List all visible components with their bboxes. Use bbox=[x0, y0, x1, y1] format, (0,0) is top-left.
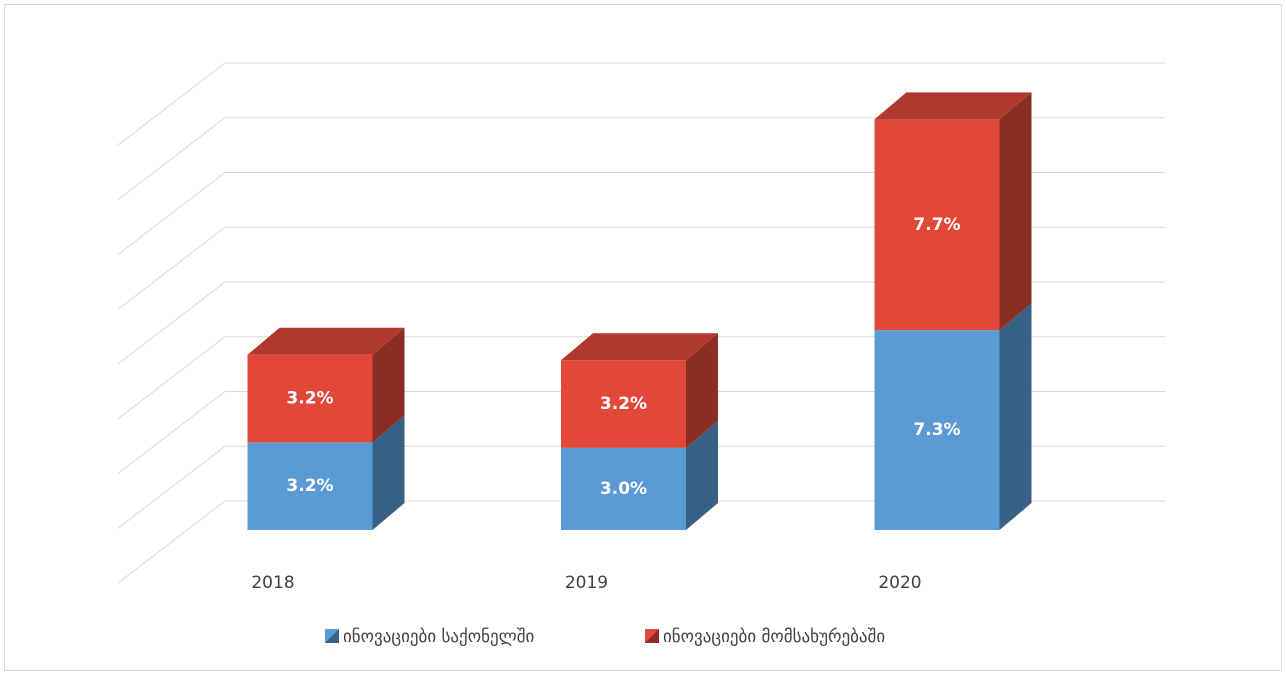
grid-line bbox=[117, 62, 1165, 146]
data-label: 3.2% bbox=[286, 476, 333, 496]
x-tick-label: 2019 bbox=[565, 573, 608, 593]
bar-face bbox=[999, 303, 1032, 530]
bar-face bbox=[874, 92, 1032, 120]
bar-face bbox=[561, 360, 686, 448]
bar-segment bbox=[874, 92, 1032, 331]
grid-line bbox=[117, 445, 1165, 529]
legend-swatch-shade bbox=[325, 629, 339, 643]
grid-line bbox=[117, 281, 1165, 365]
bar-face bbox=[874, 119, 1000, 331]
legend-swatch-shade bbox=[645, 629, 659, 643]
bar-face bbox=[686, 420, 718, 530]
bar-segment bbox=[247, 327, 405, 443]
bar-face bbox=[247, 327, 405, 355]
bar-face bbox=[999, 92, 1032, 331]
bar-segment bbox=[561, 333, 718, 448]
x-tick-label: 2018 bbox=[251, 573, 294, 593]
bar-face bbox=[247, 442, 373, 530]
grid-line bbox=[117, 226, 1165, 310]
legend-label: ინოვაციები მომსახურებაში bbox=[663, 627, 885, 647]
data-label: 3.0% bbox=[600, 479, 647, 499]
grid-line bbox=[117, 500, 1165, 584]
x-tick-label: 2020 bbox=[878, 573, 921, 593]
bar-segment bbox=[874, 303, 1032, 530]
grid-line bbox=[117, 117, 1165, 201]
bar-face bbox=[686, 333, 718, 448]
grid-line bbox=[117, 391, 1165, 474]
data-label: 7.7% bbox=[913, 215, 960, 235]
bar-face bbox=[561, 447, 686, 530]
bar-face bbox=[247, 354, 373, 443]
bar-segment bbox=[561, 420, 718, 530]
grid-line bbox=[117, 172, 1165, 255]
bar-face bbox=[874, 330, 1000, 530]
data-label: 7.3% bbox=[913, 420, 960, 440]
data-label: 3.2% bbox=[600, 394, 647, 414]
bar-face bbox=[372, 415, 405, 530]
legend-label: ინოვაციები საქონელში bbox=[343, 627, 534, 647]
bar-segment bbox=[247, 415, 405, 530]
bar-face bbox=[372, 327, 405, 443]
grid-line bbox=[117, 336, 1165, 420]
bar-face bbox=[561, 333, 718, 361]
data-label: 3.2% bbox=[286, 389, 333, 409]
